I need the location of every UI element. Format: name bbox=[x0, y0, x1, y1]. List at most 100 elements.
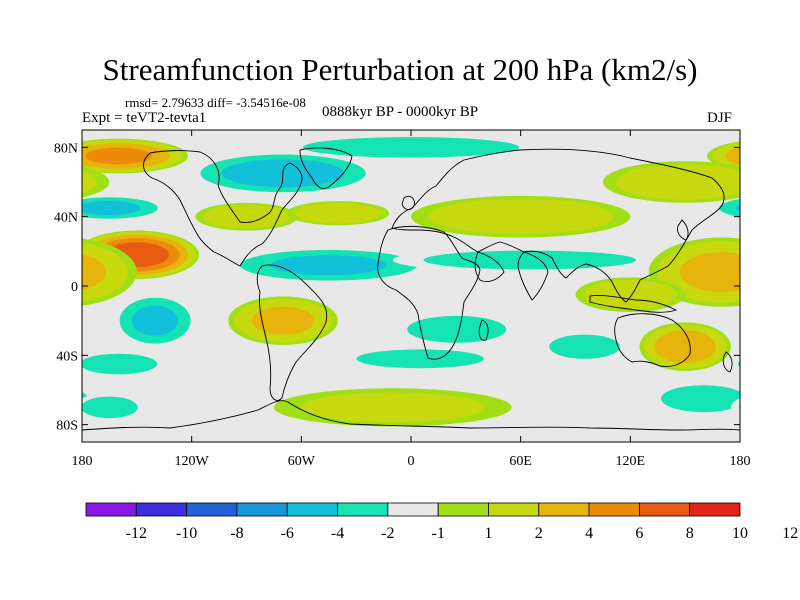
anomaly-14-level-4 bbox=[251, 306, 315, 335]
anomaly-0-level-4 bbox=[743, 235, 800, 275]
colorbar-swatch bbox=[236, 502, 288, 517]
anomaly-12-level-2 bbox=[0, 280, 19, 309]
anomaly-20-level--2 bbox=[660, 385, 740, 413]
anomaly-22-level--2 bbox=[739, 404, 740, 411]
colorbar-swatch bbox=[488, 502, 540, 517]
colorbar-label: -12 bbox=[126, 525, 147, 542]
colorbar-swatch bbox=[286, 502, 338, 517]
anomaly-13-level--4 bbox=[131, 305, 179, 336]
anomaly-18-level--2 bbox=[549, 334, 621, 359]
coast-indonesia bbox=[589, 295, 678, 313]
anomaly-9-level-2 bbox=[615, 164, 740, 200]
coast-new-zealand bbox=[722, 351, 733, 373]
colorbar-swatch bbox=[337, 502, 389, 517]
coast-india bbox=[517, 251, 549, 301]
colorbar-label: 4 bbox=[585, 525, 593, 542]
lon-tick-label: 180 bbox=[72, 454, 93, 469]
colorbar-label: 8 bbox=[686, 525, 694, 542]
coast-arabia bbox=[474, 251, 505, 283]
anomaly-9-level-2 bbox=[82, 171, 97, 193]
lon-tick-label: 180 bbox=[730, 454, 751, 469]
colorbar-label: -4 bbox=[331, 525, 344, 542]
colorbar-label: -6 bbox=[281, 525, 294, 542]
coast-south-america bbox=[256, 264, 328, 401]
colorbar-swatch bbox=[638, 502, 691, 517]
anomaly-0-level-1 bbox=[732, 243, 740, 267]
season-label: DJF bbox=[707, 110, 733, 126]
colorbar-swatch bbox=[387, 502, 439, 517]
anomaly-15-level--2 bbox=[737, 360, 740, 368]
anomaly-5-level-2 bbox=[294, 202, 382, 224]
lon-tick-label: 120W bbox=[175, 454, 210, 469]
anomaly-19-level-4 bbox=[654, 330, 716, 364]
coast-eurasia bbox=[391, 148, 725, 303]
coast-british-isles bbox=[401, 195, 415, 211]
colorbar-label: -8 bbox=[230, 525, 243, 542]
colorbar-label: 2 bbox=[535, 525, 543, 542]
lon-tick-label: 60E bbox=[509, 454, 532, 469]
colorbar-label: 10 bbox=[732, 525, 748, 542]
coast-madagascar bbox=[478, 319, 489, 341]
anomaly-1-level-6 bbox=[743, 148, 800, 165]
experiment-label: Expt = teVT2-tevta1 bbox=[82, 110, 207, 126]
colorbar-swatch bbox=[689, 502, 741, 517]
colorbar-label: 12 bbox=[782, 525, 798, 542]
colorbar-swatch bbox=[135, 502, 188, 517]
anomaly-19-level-4 bbox=[0, 330, 58, 363]
coastlines bbox=[82, 147, 740, 431]
anomaly-15-level--2 bbox=[82, 353, 158, 375]
anomaly-10-level--1 bbox=[0, 248, 9, 272]
lon-tick-label: 0 bbox=[408, 454, 415, 469]
anomaly-17-level--2 bbox=[356, 349, 484, 369]
anomaly-4-level-2 bbox=[203, 204, 290, 229]
anomaly-12-level-1 bbox=[0, 277, 27, 312]
colorbar-swatch bbox=[186, 502, 238, 517]
colorbar-swatch bbox=[538, 502, 590, 517]
plot-title: Streamfunction Perturbation at 200 hPa (… bbox=[102, 52, 698, 87]
longitude-axis: 180 120W 60W 0 60E 120E 180 bbox=[72, 130, 751, 469]
anomaly-field bbox=[0, 130, 800, 442]
anomaly-1-level-4 bbox=[725, 147, 740, 165]
coast-antarctica bbox=[82, 400, 740, 431]
colorbar-swatch bbox=[588, 502, 640, 517]
anomaly-22-level--1 bbox=[730, 398, 740, 417]
period-label: 0888kyr BP - 0000kyr BP bbox=[322, 104, 479, 120]
anomaly-21-level-2 bbox=[300, 392, 485, 423]
coast-north-america bbox=[143, 150, 303, 267]
anomaly-11-level-4 bbox=[82, 254, 106, 291]
latitude-axis: 80N 40N 0 40S 80S bbox=[54, 141, 740, 434]
stats-label: rmsd= 2.79633 diff= -3.54516e-08 bbox=[125, 95, 306, 110]
lon-tick-label: 60W bbox=[288, 454, 316, 469]
anomaly-2-level--4 bbox=[735, 204, 740, 212]
colorbar-label: -10 bbox=[176, 525, 197, 542]
anomaly-22-level--2 bbox=[82, 396, 138, 419]
anomaly-11-level-4 bbox=[679, 252, 740, 293]
colorbar-label: 1 bbox=[484, 525, 492, 542]
anomaly-20-level--2 bbox=[82, 391, 88, 406]
coast-greenland bbox=[299, 147, 353, 189]
anomaly-13-level--2 bbox=[778, 298, 800, 344]
anomaly-1-level-6 bbox=[85, 147, 152, 165]
colorbar-swatch bbox=[85, 502, 137, 517]
anomaly-7-level--2 bbox=[302, 137, 520, 158]
lat-tick-label: 40N bbox=[54, 211, 78, 226]
colorbar-label: -2 bbox=[381, 525, 394, 542]
colorbar-label: -1 bbox=[431, 525, 444, 542]
anomaly-13-level--4 bbox=[790, 306, 800, 336]
anomaly-2-level--4 bbox=[82, 200, 142, 216]
colorbar-label: 6 bbox=[635, 525, 643, 542]
lon-tick-label: 120E bbox=[616, 454, 646, 469]
anomaly-15-level--1 bbox=[730, 356, 740, 372]
lat-tick-label: 0 bbox=[71, 280, 78, 295]
lat-tick-label: 40S bbox=[56, 349, 78, 364]
anomaly-11-level-2 bbox=[82, 242, 129, 302]
coast-australia bbox=[614, 313, 691, 367]
anomaly-6-level--4 bbox=[270, 255, 387, 276]
anomaly-10-level--2 bbox=[423, 250, 636, 270]
anomaly-0-level-8 bbox=[763, 242, 800, 267]
anomaly-0-level-2 bbox=[736, 246, 740, 264]
lat-tick-label: 80S bbox=[56, 419, 78, 434]
anomaly-2-level--2 bbox=[719, 199, 740, 217]
anomaly-8-level-2 bbox=[427, 199, 614, 235]
